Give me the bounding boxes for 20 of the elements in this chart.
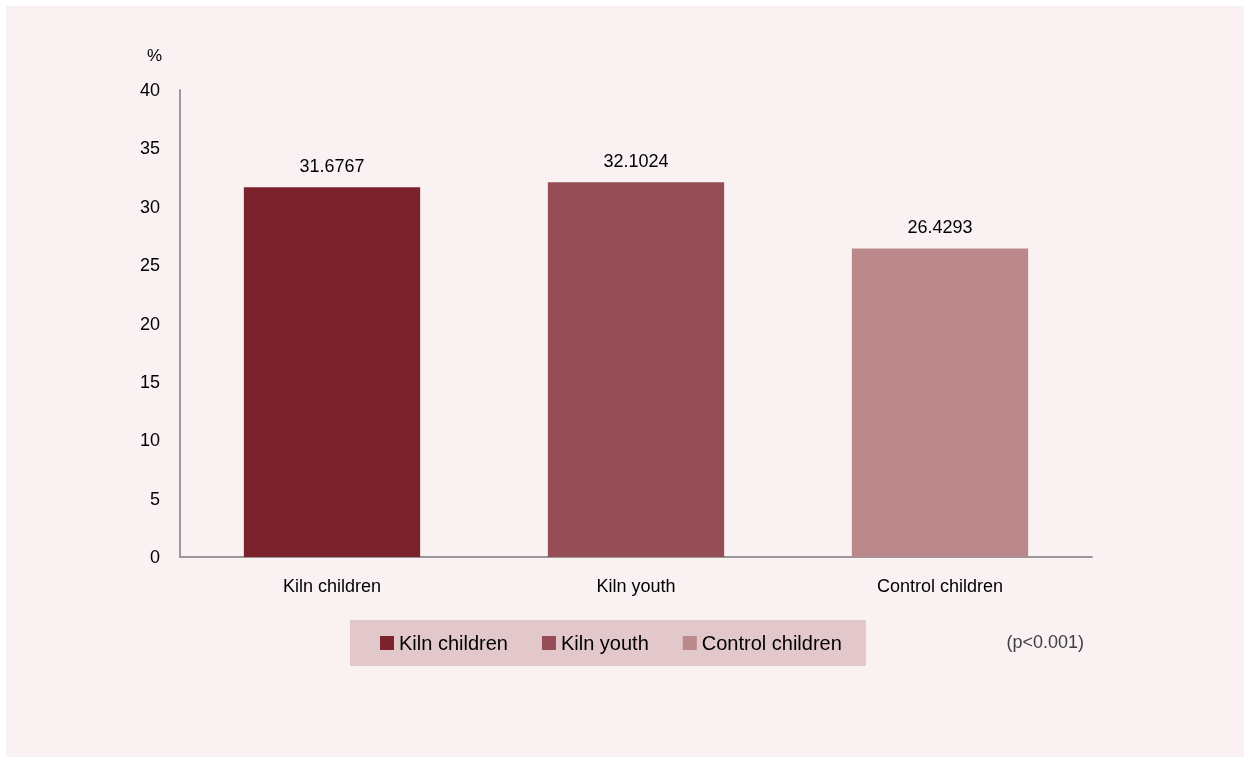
data-label: 32.1024: [603, 151, 669, 172]
x-tick-label: Kiln children: [282, 576, 382, 596]
legend-label: Control children: [701, 632, 842, 654]
text: (p<0.001): [1006, 632, 1085, 652]
y-tick-label: 35: [139, 138, 160, 159]
x-tick-label: Kiln youth: [596, 576, 676, 596]
y-tick-label: 15: [139, 371, 160, 392]
y-tick-label: 30: [139, 196, 160, 217]
data-label: 26.4293: [907, 217, 973, 238]
legend-label: Kiln youth: [560, 632, 649, 654]
y-tick-label: 10: [139, 430, 160, 451]
x-tick-label: Control children: [876, 576, 1004, 596]
y-tick-label: 40: [139, 80, 160, 100]
y-tick-label: 25: [139, 255, 160, 276]
y-tick-label: 20: [139, 313, 160, 334]
y-axis-title: %: [146, 46, 162, 65]
legend-label: Kiln children: [399, 632, 508, 654]
data-label: 31.6767: [299, 156, 365, 177]
y-tick-label: 0: [149, 547, 160, 567]
y-tick-label: 5: [149, 488, 160, 509]
